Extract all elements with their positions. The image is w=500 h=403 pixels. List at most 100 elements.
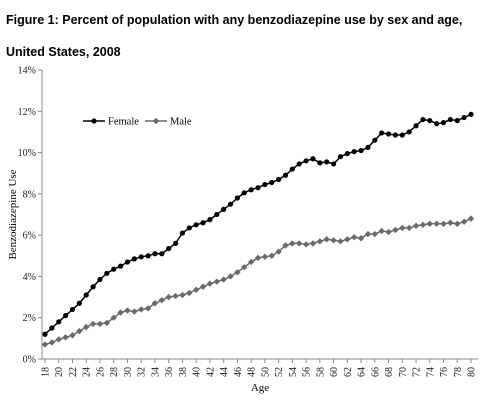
data-point-male [261, 253, 269, 261]
data-point-male [323, 236, 330, 243]
data-point-male [357, 235, 365, 242]
data-point-female [186, 225, 192, 231]
data-point-male [289, 240, 296, 247]
data-point-male [371, 230, 379, 238]
data-point-male [268, 252, 275, 259]
data-point-male [337, 238, 344, 245]
data-point-female [262, 181, 268, 188]
data-point-male [96, 320, 104, 328]
y-axis-title: Benzodiazepine Use [7, 169, 19, 259]
x-tick-label: 60 [329, 367, 340, 377]
data-point-female [440, 120, 447, 126]
data-point-female [166, 245, 172, 252]
x-tick-label: 52 [274, 367, 285, 377]
y-tick-label: 12% [18, 107, 36, 118]
data-point-female [200, 220, 206, 226]
data-point-male [165, 293, 172, 301]
x-tick-label: 44 [219, 367, 230, 377]
data-point-female [296, 161, 302, 167]
data-point-male [433, 220, 440, 227]
data-point-female [434, 121, 440, 127]
x-tick-label: 30 [123, 367, 134, 377]
x-tick-label: 66 [370, 367, 381, 377]
data-point-male [378, 227, 385, 235]
data-point-male [309, 240, 317, 247]
data-point-female [413, 123, 419, 129]
data-point-male [405, 224, 413, 232]
data-point-female [138, 254, 144, 260]
data-point-female [207, 217, 213, 223]
y-tick-label: 2% [23, 313, 36, 324]
data-point-female [179, 230, 186, 236]
data-point-female [330, 161, 337, 167]
data-point-male [419, 221, 427, 229]
data-point-male [316, 238, 324, 245]
x-tick-label: 40 [192, 367, 203, 377]
data-point-female [214, 211, 220, 218]
data-point-male [76, 327, 83, 335]
data-point-female [344, 151, 350, 157]
data-point-female [282, 172, 289, 178]
data-point-male [151, 300, 159, 307]
data-point-male [48, 339, 56, 346]
data-point-male [179, 291, 186, 299]
data-point-female [90, 284, 96, 290]
data-point-male [302, 241, 310, 248]
data-point-female [317, 160, 323, 166]
data-point-male [199, 283, 207, 290]
data-point-female [152, 251, 158, 257]
x-tick-label: 74 [425, 367, 436, 377]
x-tick-label: 70 [398, 367, 409, 377]
y-tick-label: 8% [23, 189, 36, 200]
x-tick-label: 24 [82, 367, 93, 377]
data-point-female [145, 253, 151, 259]
data-point-male [144, 305, 152, 312]
x-tick-label: 26 [95, 367, 106, 377]
y-tick-label: 10% [18, 148, 36, 159]
data-point-male [83, 323, 90, 331]
data-point-female [131, 256, 137, 262]
data-point-male [227, 273, 234, 280]
data-point-female [269, 179, 275, 186]
x-tick-label: 34 [150, 367, 161, 377]
legend-marker-male [152, 117, 160, 125]
data-point-male [247, 258, 255, 266]
data-point-male [69, 332, 76, 339]
data-point-female [124, 259, 131, 265]
data-point-male [241, 263, 248, 271]
data-point-male [399, 224, 406, 232]
data-point-female [104, 270, 110, 276]
data-point-male [364, 230, 372, 238]
data-point-female [358, 147, 364, 154]
data-point-male [213, 278, 220, 285]
data-point-male [186, 289, 193, 297]
data-point-male [447, 219, 454, 226]
data-point-male [117, 309, 124, 316]
data-point-female [276, 176, 282, 183]
x-tick-label: 50 [260, 367, 271, 377]
data-point-male [385, 228, 392, 236]
data-point-female [337, 154, 344, 160]
data-point-female [427, 117, 433, 124]
data-point-female [241, 190, 247, 196]
legend-label-male: Male [170, 117, 192, 128]
data-point-female [379, 130, 385, 136]
x-tick-label: 58 [315, 367, 326, 377]
x-tick-label: 28 [109, 367, 120, 377]
data-point-male [103, 319, 111, 327]
x-tick-label: 80 [467, 367, 478, 377]
data-point-male [412, 222, 420, 230]
x-tick-label: 62 [343, 367, 354, 377]
data-point-female [42, 331, 48, 337]
x-tick-label: 68 [384, 367, 395, 377]
x-tick-label: 46 [233, 367, 244, 377]
data-point-female [385, 131, 392, 137]
data-point-female [56, 319, 62, 325]
series-line-female [44, 113, 472, 335]
data-point-female [420, 116, 426, 123]
x-tick-label: 38 [178, 367, 189, 377]
series-line-male [44, 217, 472, 346]
data-point-male [275, 248, 282, 255]
data-point-male [426, 220, 433, 227]
